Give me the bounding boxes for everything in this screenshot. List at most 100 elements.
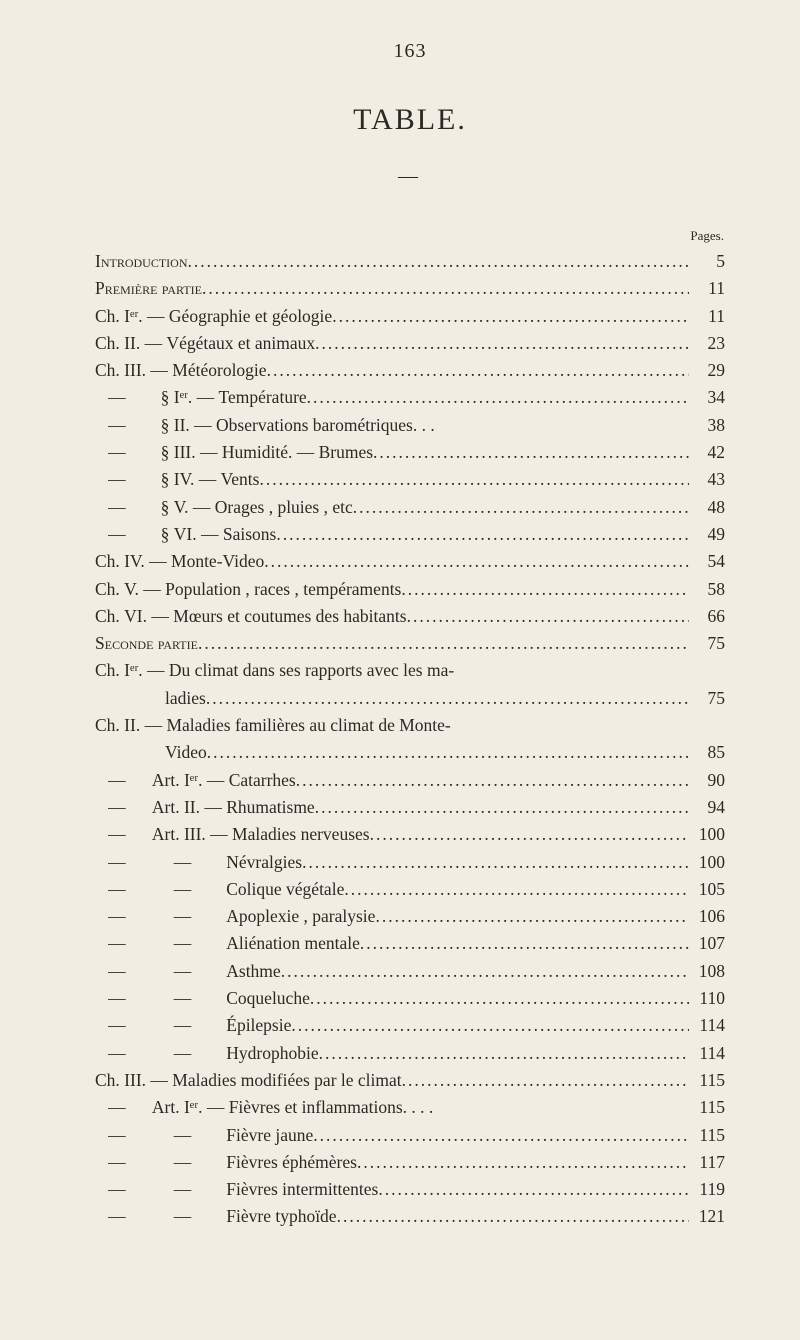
leader-dots — [353, 494, 689, 521]
toc-entry: ladies75 — [95, 685, 725, 712]
page-ref: 114 — [689, 1040, 725, 1067]
page-ref: 66 — [689, 603, 725, 630]
leader-dots — [315, 794, 689, 821]
page-ref: 11 — [689, 303, 725, 330]
entry-label: — § Iᵉʳ. — Température — [95, 384, 307, 411]
page-ref: 43 — [689, 466, 725, 493]
toc-entry: — § VI. — Saisons49 — [95, 521, 725, 548]
page-ref: 119 — [689, 1176, 725, 1203]
leader-dots — [198, 630, 689, 657]
toc-entry: Ch. VI. — Mœurs et coutumes des habitant… — [95, 603, 725, 630]
entry-label: Ch. Iᵉʳ. — Géographie et géologie — [95, 303, 332, 330]
page-ref: 107 — [689, 930, 725, 957]
entry-label: — — Asthme — [95, 958, 281, 985]
leader-dots — [344, 876, 689, 903]
page-ref: 110 — [689, 985, 725, 1012]
toc-entry: Video 85 — [95, 739, 725, 766]
toc-entry: Première partie 11 — [95, 275, 725, 302]
page-ref: 11 — [689, 275, 725, 302]
page-ref: 121 — [689, 1203, 725, 1230]
page-ref: 100 — [689, 849, 725, 876]
page-ref: 94 — [689, 794, 725, 821]
page-ref: 100 — [689, 821, 725, 848]
entry-label: — § IV. — Vents — [95, 466, 259, 493]
toc-entry: Ch. III. — Maladies modifiées par le cli… — [95, 1067, 725, 1094]
entry-label: Ch. II. — Maladies familières au climat … — [95, 712, 451, 739]
entry-label: Video — [95, 739, 207, 766]
entry-label: — — Épilepsie — [95, 1012, 291, 1039]
entry-label: — Art. Iᵉʳ. — Fièvres et inflammations. … — [95, 1094, 433, 1121]
entry-label: Ch. V. — Population , races , tempéramen… — [95, 576, 401, 603]
page-ref: 115 — [689, 1094, 725, 1121]
toc-entry: — § V. — Orages , pluies , etc48 — [95, 494, 725, 521]
toc-entry: Ch. IV. — Monte-Video54 — [95, 548, 725, 575]
toc-entry: Ch. Iᵉʳ. — Géographie et géologie 11 — [95, 303, 725, 330]
toc-entry: — — Apoplexie , paralysie 106 — [95, 903, 725, 930]
page-ref: 75 — [689, 630, 725, 657]
page-number: 163 — [95, 40, 725, 63]
page-ref: 117 — [689, 1149, 725, 1176]
leader-dots — [206, 685, 689, 712]
page-ref: 75 — [689, 685, 725, 712]
toc-entry: — — Fièvre typhoïde121 — [95, 1203, 725, 1230]
entry-label: — — Hydrophobie — [95, 1040, 319, 1067]
leader-dots — [370, 821, 689, 848]
page-ref: 106 — [689, 903, 725, 930]
entry-label: — — Apoplexie , paralysie — [95, 903, 375, 930]
leader-dots — [276, 521, 689, 548]
toc-entry: — Art. Iᵉʳ. — Catarrhes90 — [95, 767, 725, 794]
leader-dots — [307, 384, 689, 411]
leader-dots — [319, 1040, 689, 1067]
toc-entry: Ch. Iᵉʳ. — Du climat dans ses rapports a… — [95, 657, 725, 684]
toc-entry: — § II. — Observations barométriques. . … — [95, 412, 725, 439]
leader-dots — [375, 903, 689, 930]
toc-entry: — — Fièvre jaune115 — [95, 1122, 725, 1149]
page-ref: 115 — [689, 1067, 725, 1094]
entry-label: Seconde partie — [95, 630, 198, 657]
leader-dots — [264, 548, 689, 575]
leader-dots — [310, 985, 689, 1012]
toc-entry: — — Coqueluche110 — [95, 985, 725, 1012]
page-ref: 90 — [689, 767, 725, 794]
entry-label: Première partie — [95, 275, 202, 302]
leader-dots — [302, 849, 689, 876]
leader-dots — [401, 576, 689, 603]
entry-label: Ch. III. — Météorologie — [95, 357, 267, 384]
toc-entry: — Art. II. — Rhumatisme94 — [95, 794, 725, 821]
leader-dots — [207, 739, 689, 766]
entry-label: Ch. VI. — Mœurs et coutumes des habitant… — [95, 603, 407, 630]
page-ref: 42 — [689, 439, 725, 466]
toc-entry: — — Hydrophobie 114 — [95, 1040, 725, 1067]
toc-entry: — — Colique végétale105 — [95, 876, 725, 903]
leader-dots — [315, 330, 689, 357]
entry-label: Ch. IV. — Monte-Video — [95, 548, 264, 575]
entry-label: — § V. — Orages , pluies , etc — [95, 494, 353, 521]
leader-dots — [267, 357, 689, 384]
entry-label: Ch. Iᵉʳ. — Du climat dans ses rapports a… — [95, 657, 454, 684]
page-ref: 5 — [689, 248, 725, 275]
toc-entry: — — Névralgies100 — [95, 849, 725, 876]
page-ref: 58 — [689, 576, 725, 603]
toc-entry: Introduction 5 — [95, 248, 725, 275]
leader-dots — [332, 303, 689, 330]
table-title: TABLE. — [95, 103, 725, 137]
entry-label: Ch. II. — Végétaux et animaux — [95, 330, 315, 357]
page-ref: 85 — [689, 739, 725, 766]
entry-label: Introduction — [95, 248, 188, 275]
leader-dots — [357, 1149, 689, 1176]
leader-dots — [281, 958, 689, 985]
leader-dots — [296, 767, 689, 794]
page-ref: 49 — [689, 521, 725, 548]
toc-entry: Ch. II. — Végétaux et animaux23 — [95, 330, 725, 357]
leader-dots — [360, 930, 689, 957]
toc-entry: — — Fièvres intermittentes 119 — [95, 1176, 725, 1203]
entry-label: Ch. III. — Maladies modifiées par le cli… — [95, 1067, 402, 1094]
toc-entry: — — Asthme 108 — [95, 958, 725, 985]
entry-label: — Art. III. — Maladies nerveuses — [95, 821, 370, 848]
entry-label: — — Fièvres intermittentes — [95, 1176, 378, 1203]
leader-dots — [402, 1067, 689, 1094]
toc-entry: — § III. — Humidité. — Brumes42 — [95, 439, 725, 466]
leader-dots — [337, 1203, 689, 1230]
toc-entry: — — Fièvres éphémères117 — [95, 1149, 725, 1176]
page-ref: 108 — [689, 958, 725, 985]
